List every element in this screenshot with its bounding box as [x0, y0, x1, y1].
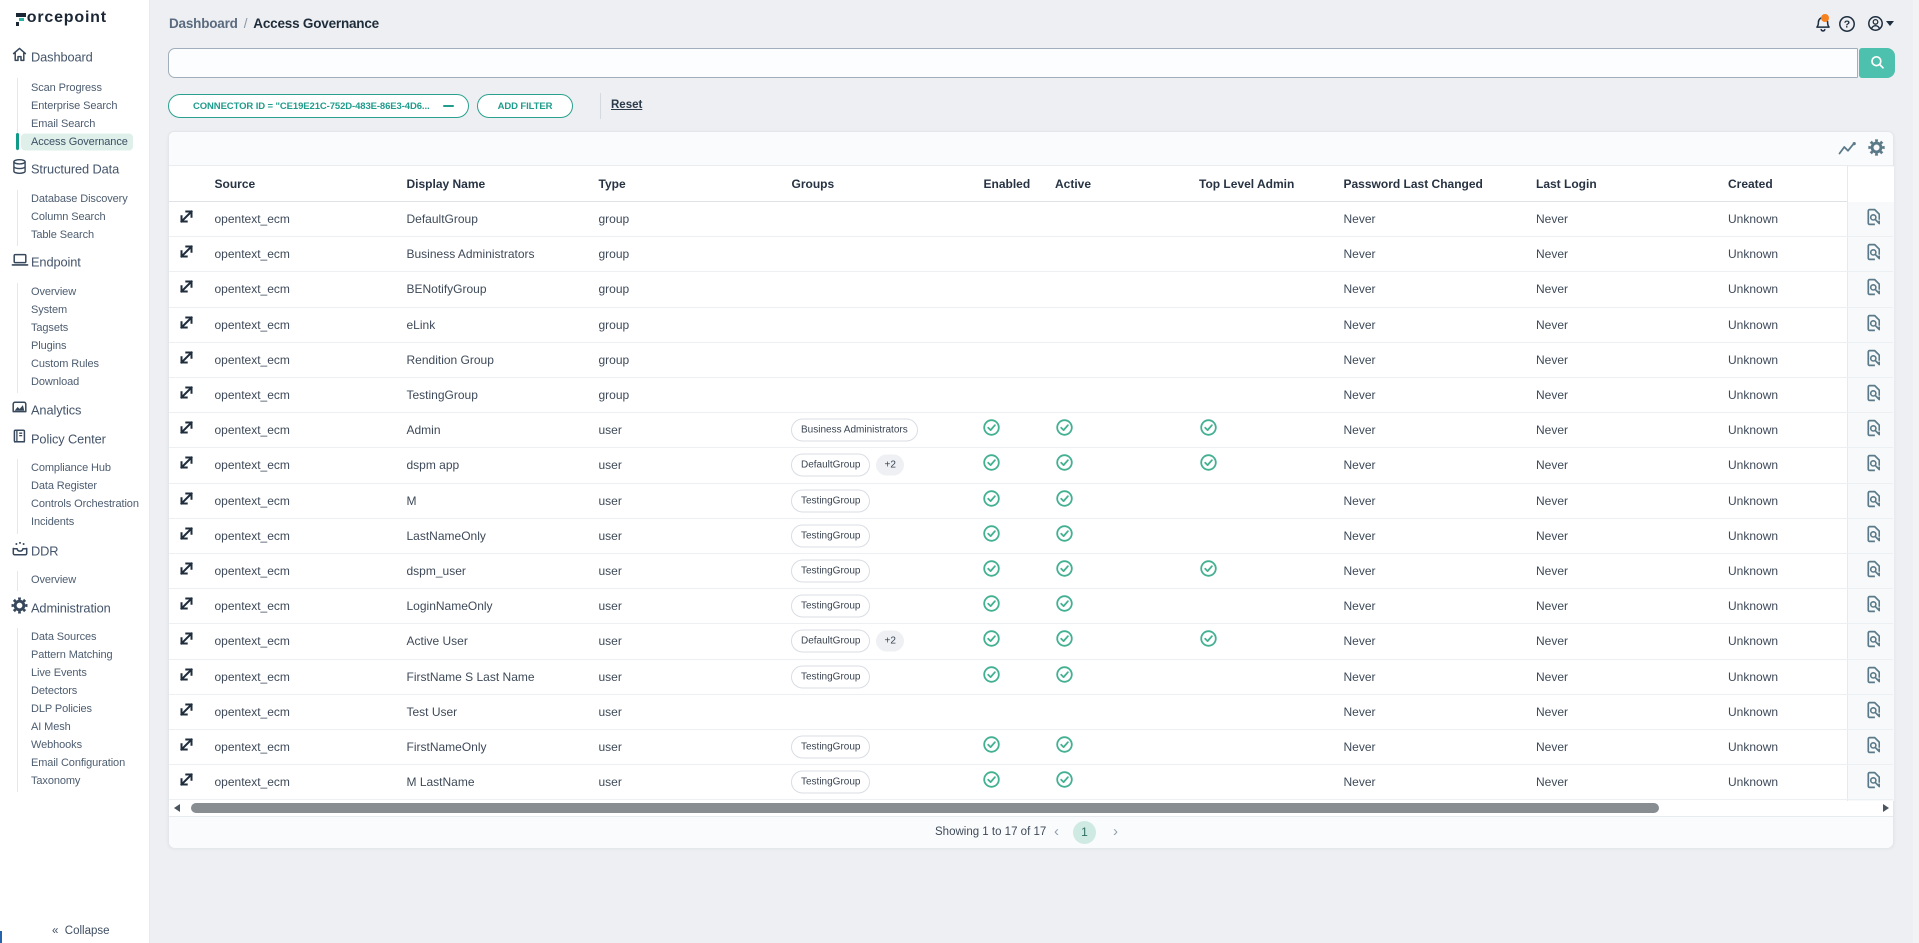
svg-text:?: ?: [1844, 18, 1850, 30]
